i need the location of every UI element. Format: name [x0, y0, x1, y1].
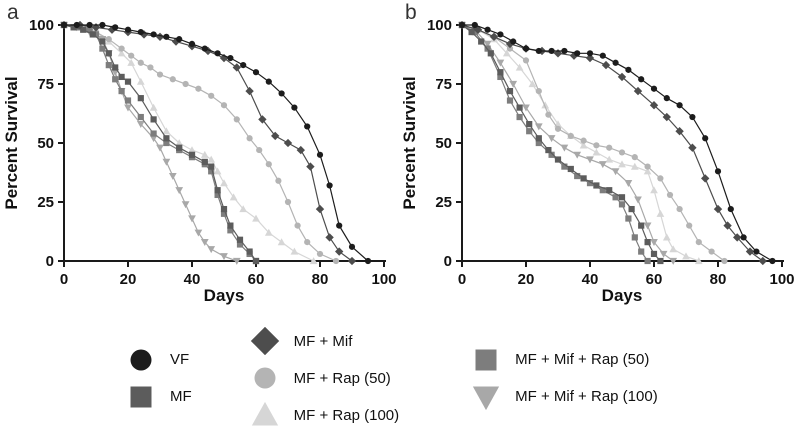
tick-labels: 0 20 40 60 80 100 0 25 50 75 100: [29, 17, 396, 288]
panel-b: b 0 20 40 60 80 100 0 25 50 75 100 Days Percent Surv…: [398, 2, 796, 308]
panel-a: a 0 20 40 60 80 100 0 25 50 75 100 Days Percent Surv…: [0, 2, 398, 308]
square-marker-icon: [475, 349, 497, 370]
legend-label: MF + Rap (50): [293, 369, 391, 387]
svg-text:0: 0: [60, 271, 68, 288]
svg-text:100: 100: [427, 17, 452, 34]
legend-label: MF + Rap (100): [293, 406, 400, 424]
tick-labels: 0 20 40 60 80 100 0 25 50 75 100: [427, 17, 794, 288]
survival-chart-a: 0 20 40 60 80 100 0 25 50 75 100 Days Percent Surviv…: [2, 17, 396, 305]
x-axis-label: Days: [602, 286, 643, 305]
svg-text:25: 25: [37, 194, 54, 211]
svg-text:50: 50: [435, 135, 452, 152]
series-mf-rap-50: [458, 21, 728, 265]
circle-marker-icon: [254, 367, 276, 389]
svg-text:80: 80: [312, 271, 329, 288]
svg-text:0: 0: [458, 271, 466, 288]
legend-column-1: VF MF: [126, 346, 192, 411]
svg-text:40: 40: [184, 271, 201, 288]
legend-label: VF: [170, 351, 190, 368]
svg-text:20: 20: [120, 271, 137, 288]
series-mf-mif: [59, 20, 357, 266]
legend-item: MF + Mif + Rap (100): [471, 383, 658, 411]
series-vf: [458, 21, 776, 265]
y-axis-label: Percent Survival: [400, 76, 419, 209]
series-mf: [458, 21, 664, 265]
survival-chart-b: 0 20 40 60 80 100 0 25 50 75 100 Days Percent Surviv…: [400, 17, 794, 305]
svg-text:60: 60: [646, 271, 663, 288]
legend-item: MF + Rap (100): [250, 401, 399, 429]
svg-text:100: 100: [769, 271, 794, 288]
series-mf-mif: [457, 20, 767, 266]
legend-label: MF + Mif + Rap (50): [515, 351, 650, 368]
legend-item: VF: [126, 346, 192, 374]
legend-label: MF: [170, 388, 192, 405]
x-axis-label: Days: [204, 286, 245, 305]
svg-text:50: 50: [37, 135, 54, 152]
legend-item: MF + Mif + Rap (50): [471, 346, 658, 374]
series-mf-rap-50: [60, 21, 340, 265]
series-mf-mif-rap-50: [458, 21, 651, 265]
legend-item: MF + Rap (50): [250, 364, 399, 392]
series-vf: [60, 21, 372, 265]
panel-b-label: b: [405, 1, 417, 24]
square-marker-icon: [130, 386, 152, 407]
svg-text:80: 80: [710, 271, 727, 288]
svg-text:100: 100: [29, 17, 54, 34]
series-mf-mif-rap-100: [60, 21, 241, 265]
y-axis-label: Percent Survival: [2, 76, 21, 209]
svg-text:60: 60: [248, 271, 265, 288]
triangle-up-marker-icon: [251, 401, 278, 426]
legend-label: MF + Mif + Rap (100): [515, 388, 658, 405]
legend-column-3: MF + Mif + Rap (50) MF + Mif + Rap (100): [471, 346, 658, 411]
circle-marker-icon: [130, 349, 152, 370]
svg-text:75: 75: [37, 76, 54, 93]
svg-text:25: 25: [435, 194, 452, 211]
svg-text:20: 20: [518, 271, 535, 288]
panels-row: a 0 20 40 60 80 100 0 25 50 75 100 Days Percent Surv…: [0, 2, 796, 308]
legend-column-2: MF + Mif MF + Rap (50) MF + Rap (100): [250, 327, 399, 429]
svg-text:0: 0: [444, 253, 452, 270]
series-mf-rap-100: [60, 21, 318, 265]
svg-text:100: 100: [371, 271, 396, 288]
svg-text:75: 75: [435, 76, 452, 93]
series-mf-rap-100: [458, 21, 703, 265]
diamond-marker-icon: [250, 327, 279, 355]
panel-a-label: a: [7, 1, 19, 24]
legend-item: MF + Mif: [250, 327, 399, 355]
svg-text:40: 40: [582, 271, 599, 288]
triangle-down-marker-icon: [473, 386, 500, 410]
axes: [456, 23, 784, 267]
legend-item: MF: [126, 383, 192, 411]
series-mf: [60, 21, 260, 265]
svg-text:0: 0: [46, 253, 54, 270]
legend: VF MF MF + Mif MF + Rap (50) MF + Rap (100) M…: [0, 312, 800, 444]
legend-label: MF + Mif: [293, 332, 353, 350]
